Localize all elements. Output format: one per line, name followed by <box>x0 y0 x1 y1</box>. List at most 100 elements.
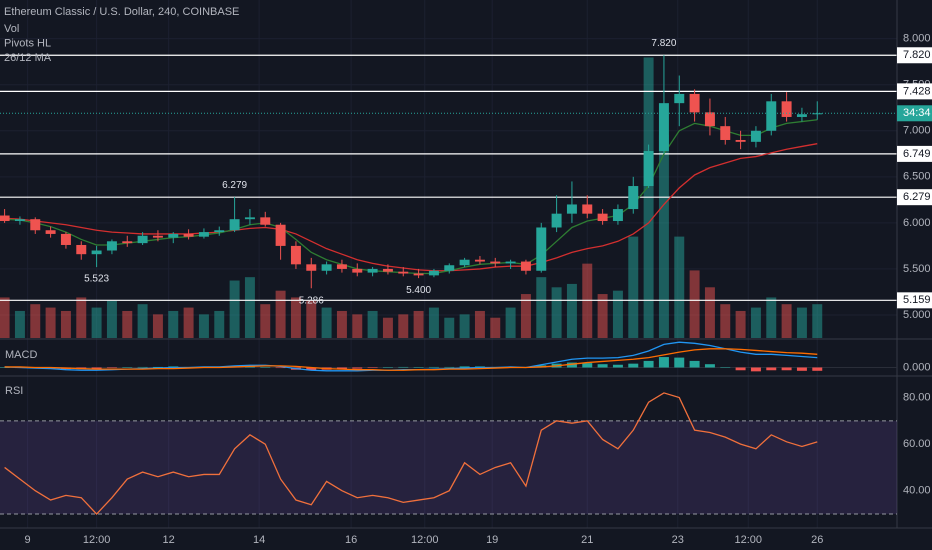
rsi-tick-label: 60.00 <box>903 438 931 450</box>
y-tick-label: 6.500 <box>903 171 931 183</box>
candle-body <box>505 261 516 264</box>
macd-histogram-bar <box>597 364 608 368</box>
candle-body <box>122 241 133 244</box>
pivot-annotation: 5.286 <box>299 295 324 306</box>
volume-bar <box>367 310 378 338</box>
rsi-tick-label: 80.00 <box>903 391 931 403</box>
candle-body <box>551 213 562 228</box>
volume-bar <box>704 287 715 338</box>
pivot-annotation: 7.820 <box>651 38 676 49</box>
volume-bar <box>336 310 347 338</box>
volume-bar <box>76 297 87 338</box>
y-tick-label: 7.000 <box>903 125 931 137</box>
volume-bar <box>505 307 516 338</box>
candle-body <box>244 217 255 220</box>
macd-histogram-bar <box>352 367 363 369</box>
volume-bar <box>720 304 731 338</box>
candle-body <box>735 139 746 142</box>
macd-title: MACD <box>5 349 37 361</box>
macd-histogram-bar <box>428 366 439 368</box>
candle-body <box>689 93 700 113</box>
volume-bar <box>275 290 286 338</box>
y-tick-label: 5.000 <box>903 309 931 321</box>
volume-bar <box>689 270 700 338</box>
volume-bar <box>536 277 547 338</box>
candle-body <box>766 101 777 131</box>
y-tick-label: 6.000 <box>903 217 931 229</box>
macd-histogram-bar <box>260 366 271 368</box>
macd-histogram-bar <box>91 367 102 369</box>
candle-body <box>76 244 87 255</box>
pivot-annotation: 6.279 <box>222 180 247 191</box>
volume-bar <box>260 304 271 338</box>
volume-bar <box>306 300 317 338</box>
candle-body <box>566 204 577 214</box>
volume-bar <box>413 310 424 338</box>
candle-body <box>352 268 363 273</box>
rsi-tick-label: 40.00 <box>903 485 931 497</box>
macd-tick-label: 0.000 <box>903 361 931 373</box>
volume-bar <box>382 317 393 338</box>
macd-histogram-bar <box>612 364 623 368</box>
candle-body <box>582 204 593 214</box>
macd-histogram-bar <box>704 364 715 368</box>
y-tick-label: 8.000 <box>903 33 931 45</box>
candle-body <box>720 126 731 140</box>
volume-bar <box>812 304 823 338</box>
candle-body <box>459 259 470 266</box>
candle-body <box>490 261 501 264</box>
volume-bar <box>30 304 41 338</box>
candle-body <box>750 130 761 142</box>
macd-histogram-bar <box>628 363 639 368</box>
candle-body <box>290 245 301 265</box>
volume-bar <box>428 307 439 338</box>
x-tick-label: 9 <box>25 534 31 546</box>
macd-histogram-bar <box>658 357 669 368</box>
x-tick-label: 23 <box>672 534 684 546</box>
volume-bar <box>612 290 623 338</box>
candle-body <box>183 233 194 237</box>
volume-bar <box>674 236 685 338</box>
x-tick-label: 12:00 <box>83 534 111 546</box>
candle-body <box>168 233 179 238</box>
pivot-tag-label: 5.159 <box>903 294 931 306</box>
candle-body <box>474 259 485 262</box>
volume-bar <box>735 310 746 338</box>
candle-body <box>643 151 654 187</box>
volume-bar <box>520 294 531 338</box>
volume-bar <box>566 283 577 338</box>
x-tick-label: 26 <box>811 534 823 546</box>
volume-bar <box>137 304 148 338</box>
candle-body <box>214 230 225 233</box>
macd-histogram-bar <box>152 366 163 368</box>
x-tick-label: 16 <box>345 534 357 546</box>
volume-bar <box>106 300 117 338</box>
rsi-title: RSI <box>5 385 23 397</box>
candle-body <box>658 103 669 152</box>
volume-bar <box>459 314 470 338</box>
volume-bar <box>750 307 761 338</box>
macd-histogram-bar <box>106 367 117 369</box>
macd-histogram-bar <box>398 366 409 368</box>
macd-histogram-bar <box>781 367 792 371</box>
macd-histogram-bar <box>674 357 685 368</box>
macd-histogram-bar <box>367 367 378 369</box>
macd-histogram-bar <box>582 363 593 368</box>
volume-bar <box>781 304 792 338</box>
volume-bar <box>658 135 669 338</box>
candle-body <box>796 114 807 117</box>
candle-body <box>536 227 547 271</box>
macd-histogram-bar <box>750 367 761 372</box>
volume-bar <box>628 236 639 338</box>
volume-bar <box>198 314 209 338</box>
rsi-line <box>4 392 818 515</box>
pivot-tag <box>897 292 932 309</box>
macd-histogram-bar <box>336 367 347 370</box>
pivot-tag <box>897 189 932 206</box>
candle-body <box>612 209 623 222</box>
candle-body <box>382 268 393 272</box>
macd-histogram-bar <box>735 367 746 371</box>
macd-histogram-bar <box>0 367 10 368</box>
pivot-tag-label: 6.749 <box>903 148 931 160</box>
pivot-tag-label: 7.428 <box>903 85 931 97</box>
